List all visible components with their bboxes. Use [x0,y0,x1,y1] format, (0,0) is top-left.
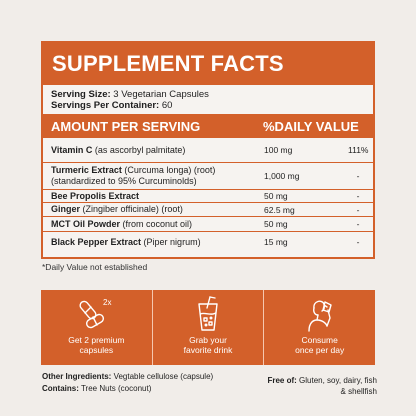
ingredient-daily-value: - [356,204,360,215]
feature-line: Consume [301,335,338,345]
ingredient-detail: (as ascorbyl palmitate) [92,144,186,155]
ingredient-daily-value: - [356,219,360,229]
free-of: Free of: Gluten, soy, dairy, fish & shel… [262,375,377,397]
ingredient-amount: 1,000 mg [264,171,300,181]
feature-daily: Consume once per day [264,290,375,365]
other-ingredients-label: Other Ingredients: [42,372,112,381]
table-row: Ginger (Zingiber officinale) (root) 62.5… [43,203,373,217]
feature-label: Grab your favorite drink [184,335,233,355]
serving-size-value: 3 Vegetarian Capsules [110,89,209,100]
ingredient-daily-value: 111% [348,145,369,155]
feature-label: Consume once per day [295,335,344,355]
contains-value: Tree Nuts (coconut) [78,384,152,393]
feature-line: Grab your [189,335,227,345]
table-row: Bee Propolis Extract 50 mg - [43,190,373,203]
person-drinking-icon [307,300,332,332]
table-row: Vitamin C (as ascorbyl palmitate) 100 mg… [43,138,373,163]
capsules-icon: 2x [79,298,112,329]
feature-line: Get 2 premium [68,335,125,345]
other-ingredients: Other Ingredients: Vegtable cellulose (c… [42,371,213,383]
servings-per-container: Servings Per Container: 60 [51,100,365,111]
other-ingredients-value: Vegtable cellulose (capsule) [111,372,214,381]
ingredient-detail: (Piper nigrum) [141,236,201,247]
feature-line: capsules [79,345,114,355]
daily-value-heading: %DAILY VALUE [263,118,359,134]
ingredient-detail: (from coconut oil) [120,218,193,229]
ingredients-table: Vitamin C (as ascorbyl palmitate) 100 mg… [43,138,373,252]
amount-header: AMOUNT PER SERVING %DAILY VALUE [43,114,373,138]
ingredient-detail: (Curcuma longa) (root) (standardized to … [51,165,216,186]
free-of-value: Gluten, soy, dairy, fish & shellfish [296,376,377,396]
ingredient-daily-value: - [356,171,360,181]
ingredient-detail: (Zingiber officinale) (root) [80,204,183,214]
feature-line: favorite drink [183,345,233,355]
capsule-count-badge: 2x [103,298,111,307]
panel-title: SUPPLEMENT FACTS [43,43,373,85]
usage-instructions: 2x Get 2 premium capsules Grab your favo… [41,290,375,365]
ingredient-name: Black Pepper Extract [51,236,142,247]
feature-label: Get 2 premium capsules [68,335,124,355]
ingredient-name: Vitamin C [51,144,93,155]
ingredient-amount: 50 mg [264,191,288,201]
ingredient-name: Ginger [51,204,81,214]
amount-per-serving-heading: AMOUNT PER SERVING [51,118,201,134]
serving-size-label: Serving Size: [51,89,111,100]
serving-size: Serving Size: 3 Vegetarian Capsules [51,89,365,100]
ingredient-name: MCT Oil Powder [51,218,121,229]
ingredient-amount: 100 mg [264,145,293,155]
ingredient-amount: 50 mg [264,219,288,229]
servings-per-container-value: 60 [159,100,173,111]
serving-info: Serving Size: 3 Vegetarian Capsules Serv… [43,85,373,114]
contains-label: Contains: [42,384,79,393]
ingredient-amount: 62.5 mg [264,204,295,215]
drink-glass-icon [198,296,218,331]
supplement-facts-panel: SUPPLEMENT FACTS Serving Size: 3 Vegetar… [41,41,375,259]
ingredients-footer: Other Ingredients: Vegtable cellulose (c… [42,371,213,395]
feature-drink: Grab your favorite drink [153,290,265,365]
feature-capsules: 2x Get 2 premium capsules [41,290,153,365]
ingredient-daily-value: - [356,237,360,247]
table-row: Black Pepper Extract (Piper nigrum) 15 m… [43,232,373,252]
feature-line: once per day [295,345,345,355]
ingredient-name: Turmeric Extract [51,165,122,175]
contains: Contains: Tree Nuts (coconut) [42,383,213,395]
daily-value-note: *Daily Value not established [42,262,148,272]
ingredient-daily-value: - [356,191,360,201]
ingredient-name: Bee Propolis Extract [51,190,140,201]
ingredient-amount: 15 mg [264,237,288,247]
table-row: MCT Oil Powder (from coconut oil) 50 mg … [43,217,373,232]
table-row: Turmeric Extract (Curcuma longa) (root) … [43,163,373,190]
servings-per-container-label: Servings Per Container: [51,100,160,111]
free-of-label: Free of: [267,376,297,385]
